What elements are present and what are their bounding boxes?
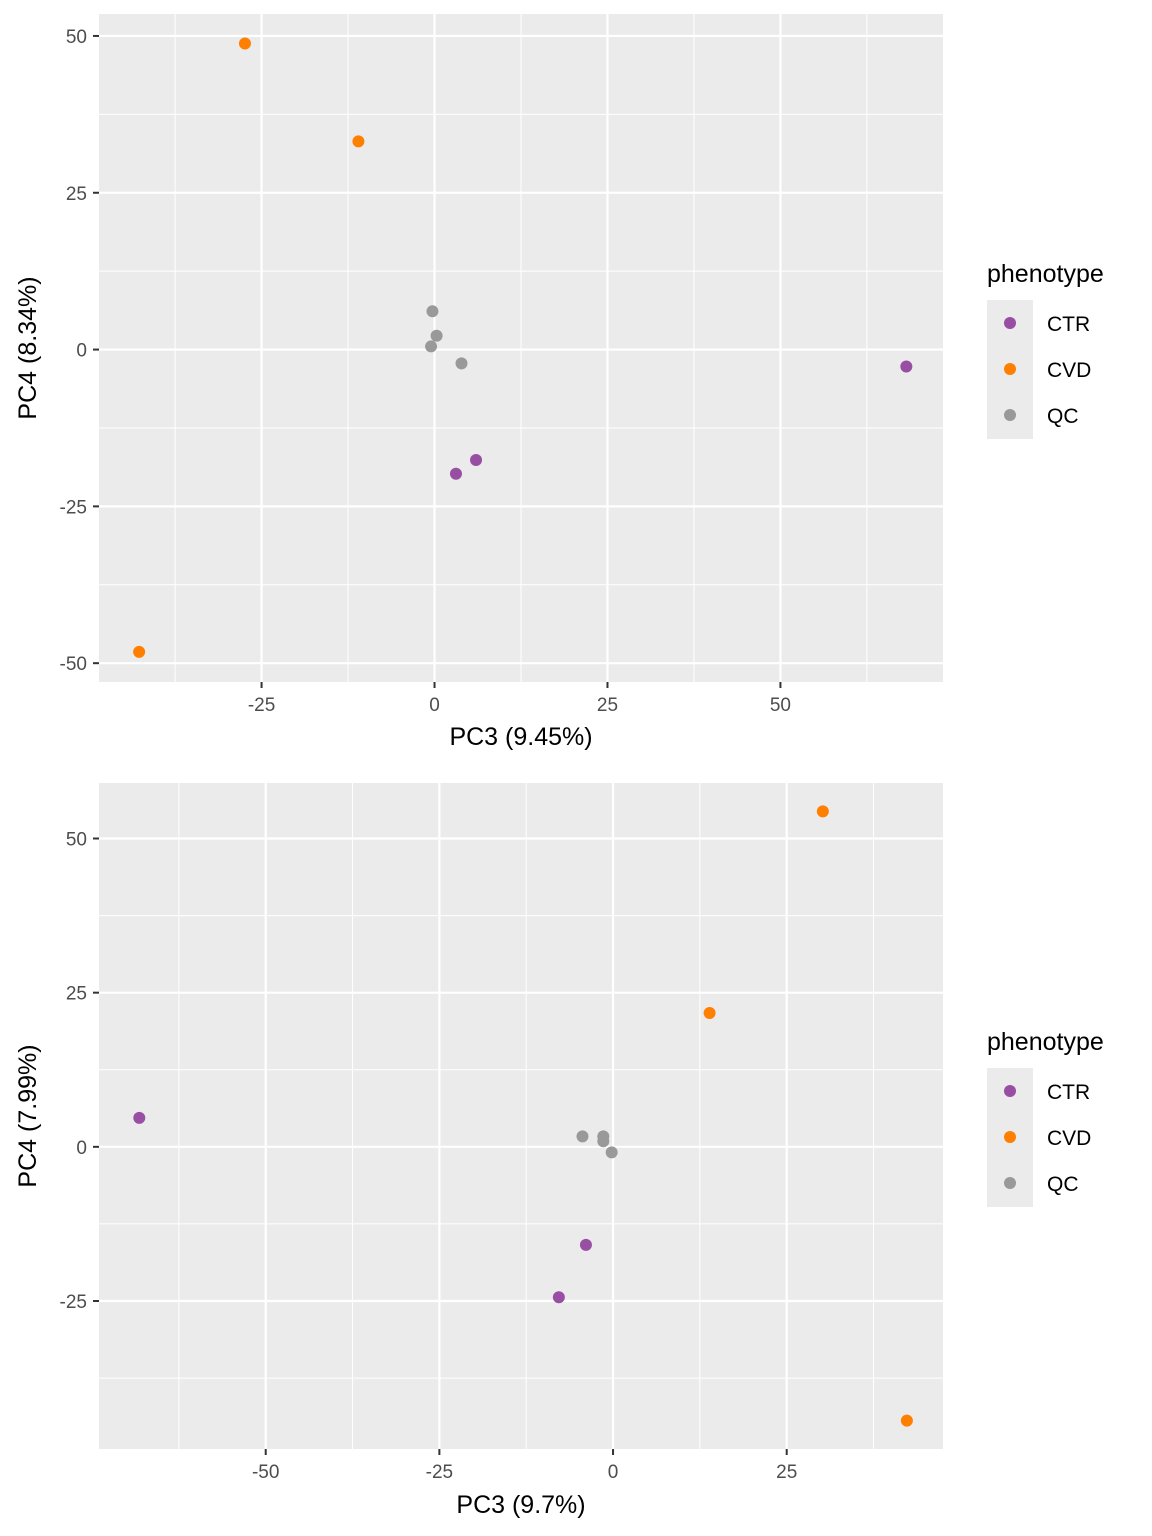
x-tick-label: 0 [608, 1462, 619, 1483]
data-point-qc [456, 357, 468, 369]
data-point-cvd [901, 1415, 913, 1427]
y-tick-label: 25 [66, 984, 87, 1005]
legend-key-ctr [1004, 1085, 1016, 1097]
data-point-ctr [470, 454, 482, 466]
y-tick-label: 0 [76, 1138, 87, 1159]
chart-panel-2: -50 -25 0 25 -25 0 25 50 PC3 (9.7%) PC4 (7.99%) ph… [14, 783, 1104, 1519]
data-point-qc [576, 1130, 588, 1142]
x-tick-label: 50 [770, 695, 791, 716]
y-axis-title: PC4 (7.99%) [14, 1044, 42, 1187]
legend-key-cvd [1004, 363, 1016, 375]
data-point-qc [425, 340, 437, 352]
y-axis-title: PC4 (8.34%) [14, 276, 42, 419]
data-point-cvd [704, 1007, 716, 1019]
chart-panel-1: -25 0 25 50 -50 -25 0 25 50 PC3 (9.45%) PC4 (8.34%… [14, 14, 1104, 751]
data-point-qc [431, 330, 443, 342]
y-tick-label: -25 [60, 497, 87, 518]
legend-label-cvd: CVD [1047, 1127, 1091, 1150]
data-point-ctr [553, 1291, 565, 1303]
data-point-ctr [133, 1112, 145, 1124]
data-point-ctr [580, 1239, 592, 1251]
legend-label-cvd: CVD [1047, 359, 1091, 382]
y-tick-label: 0 [76, 341, 87, 362]
y-tick-label: 50 [66, 27, 87, 48]
legend-label-ctr: CTR [1047, 313, 1090, 336]
x-tick-label: 25 [597, 695, 618, 716]
legend: phenotype CTR CVD QC [987, 1028, 1104, 1207]
y-tick-label: 50 [66, 830, 87, 851]
y-tick-label: -25 [60, 1292, 87, 1313]
x-axis-title: PC3 (9.45%) [449, 723, 592, 751]
legend-label-qc: QC [1047, 405, 1079, 428]
x-tick-label: 25 [776, 1462, 797, 1483]
plot-panel-background [99, 783, 943, 1449]
x-tick-label: -25 [248, 695, 275, 716]
x-tick-label: -50 [252, 1462, 279, 1483]
x-tick-label: -25 [426, 1462, 453, 1483]
data-point-cvd [133, 646, 145, 658]
legend: phenotype CTR CVD QC [987, 260, 1104, 439]
legend-key-qc [1004, 409, 1016, 421]
y-tick-label: 25 [66, 184, 87, 205]
legend-key-qc [1004, 1177, 1016, 1189]
data-point-qc [597, 1135, 609, 1147]
data-point-cvd [352, 135, 364, 147]
data-point-ctr [450, 468, 462, 480]
legend-label-qc: QC [1047, 1173, 1079, 1196]
legend-title: phenotype [987, 1028, 1104, 1056]
data-point-qc [426, 305, 438, 317]
legend-key-cvd [1004, 1131, 1016, 1143]
data-point-cvd [817, 805, 829, 817]
data-point-cvd [239, 37, 251, 49]
legend-label-ctr: CTR [1047, 1081, 1090, 1104]
legend-key-ctr [1004, 317, 1016, 329]
x-axis-title: PC3 (9.7%) [456, 1491, 585, 1519]
y-tick-label: -50 [60, 654, 87, 675]
data-point-qc [606, 1146, 618, 1158]
x-tick-label: 0 [429, 695, 440, 716]
data-point-ctr [900, 361, 912, 373]
legend-title: phenotype [987, 260, 1104, 288]
